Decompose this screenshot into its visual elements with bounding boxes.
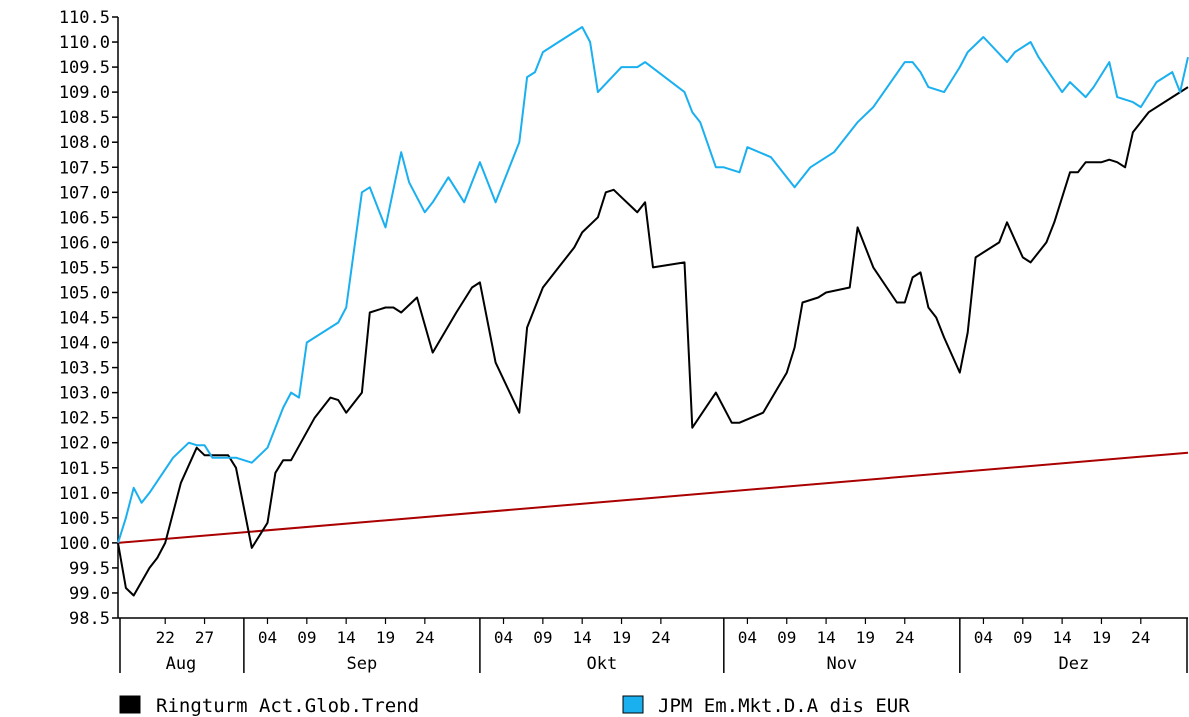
y-tick-label: 105.5 (59, 258, 110, 278)
y-tick-label: 110.0 (59, 33, 110, 53)
y-tick-label: 102.5 (59, 409, 110, 429)
x-tick-label: 24 (415, 628, 434, 647)
month-label: Sep (347, 654, 378, 674)
x-tick-label: 19 (1092, 628, 1111, 647)
legend: Ringturm Act.Glob.Trend JPM Em.Mkt.D.A d… (119, 695, 910, 717)
month-label: Okt (587, 654, 618, 674)
legend-swatch-ringturm (119, 695, 141, 714)
y-tick-label: 107.0 (59, 183, 110, 203)
y-tick-label: 102.0 (59, 434, 110, 454)
x-tick-label: 19 (612, 628, 631, 647)
legend-label-ringturm: Ringturm Act.Glob.Trend (156, 695, 419, 717)
y-tick-label: 103.5 (59, 359, 110, 379)
series-line-trend (117, 451, 1189, 544)
y-tick-label: 101.5 (59, 459, 110, 479)
series-line-jpm (117, 26, 1189, 544)
x-tick-label: 24 (895, 628, 914, 647)
y-tick-label: 106.5 (59, 208, 110, 228)
legend-item-jpm: JPM Em.Mkt.D.A dis EUR (622, 695, 910, 717)
legend-label-jpm: JPM Em.Mkt.D.A dis EUR (658, 695, 910, 717)
month-label: Dez (1059, 654, 1090, 674)
y-tick-label: 101.0 (59, 484, 110, 504)
legend-item-ringturm: Ringturm Act.Glob.Trend (119, 695, 419, 717)
y-tick-label: 99.5 (69, 559, 110, 579)
x-axis: 22 27 04 09 14 19 24 04 09 14 19 24 04 09 14 19 24 04 09 14… (119, 618, 1188, 674)
x-tick-label: 22 (156, 628, 175, 647)
y-axis: 110.5 110.0 109.5 109.0 108.5 108.0 107.5 107.0… (59, 8, 118, 629)
y-tick-label: 105.0 (59, 283, 110, 303)
x-tick-label: 09 (533, 628, 552, 647)
y-tick-label: 104.5 (59, 309, 110, 329)
x-tick-label: 04 (738, 628, 757, 647)
x-tick-label: 04 (974, 628, 993, 647)
month-label: Nov (826, 654, 857, 674)
month-label: Aug (166, 654, 197, 674)
x-tick-label: 14 (573, 628, 592, 647)
legend-swatch-jpm (622, 695, 644, 714)
plot-frame (117, 17, 1188, 619)
x-tick-label: 19 (376, 628, 395, 647)
x-tick-label: 04 (258, 628, 277, 647)
y-tick-label: 106.0 (59, 233, 110, 253)
y-tick-label: 99.0 (69, 584, 110, 604)
y-tick-label: 107.5 (59, 158, 110, 178)
y-tick-label: 109.5 (59, 58, 110, 78)
x-tick-label: 09 (1013, 628, 1032, 647)
series-line-ringturm (117, 86, 1189, 597)
y-tick-label: 98.5 (69, 609, 110, 629)
y-tick-label: 108.5 (59, 108, 110, 128)
y-tick-label: 104.0 (59, 334, 110, 354)
x-tick-label: 24 (1131, 628, 1150, 647)
x-tick-label: 09 (777, 628, 796, 647)
y-tick-label: 103.0 (59, 384, 110, 404)
x-tick-label: 14 (1052, 628, 1071, 647)
y-tick-label: 110.5 (59, 8, 110, 28)
y-tick-label: 108.0 (59, 133, 110, 153)
series-layer (117, 26, 1189, 597)
x-tick-label: 04 (494, 628, 513, 647)
x-tick-label: 14 (816, 628, 835, 647)
y-tick-label: 100.0 (59, 534, 110, 554)
y-tick-label: 100.5 (59, 509, 110, 529)
x-tick-label: 09 (297, 628, 316, 647)
x-tick-label: 24 (651, 628, 670, 647)
x-tick-label: 14 (337, 628, 356, 647)
x-tick-label: 19 (856, 628, 875, 647)
y-tick-label: 109.0 (59, 83, 110, 103)
x-tick-label: 27 (195, 628, 214, 647)
